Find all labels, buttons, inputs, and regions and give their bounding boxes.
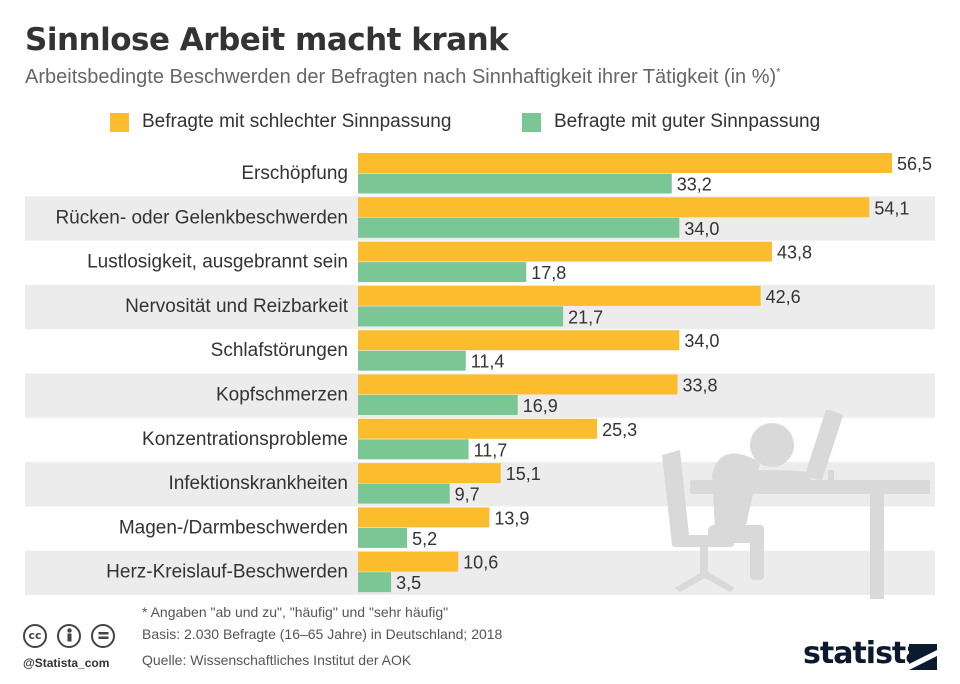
category-label: Magen-/Darmbeschwerden <box>119 517 348 538</box>
bar-chart: Erschöpfung 56,5 33,2 Rücken- oder Gelenkbe… <box>25 153 935 599</box>
category-label: Herz-Kreislauf-Beschwerden <box>106 562 348 583</box>
footnote: * Angaben "ab und zu", "häufig" und "seh… <box>142 604 449 620</box>
row-background <box>25 550 935 595</box>
category-label: Erschöpfung <box>241 163 348 184</box>
value-label: 11,4 <box>471 352 505 372</box>
value-label: 10,6 <box>463 553 498 573</box>
value-label: 21,7 <box>568 307 603 327</box>
monitor-stand <box>828 470 834 482</box>
chart-title: Sinnlose Arbeit macht krank <box>25 22 509 58</box>
value-label: 56,5 <box>897 154 932 174</box>
bar-good <box>358 483 450 504</box>
value-label: 15,1 <box>506 464 541 484</box>
legend: Befragte mit schlechter Sinnpassung Befr… <box>0 110 960 136</box>
bar-bad <box>358 463 501 484</box>
bar-bad <box>358 153 892 173</box>
bar-good <box>358 572 392 593</box>
category-label: Lustlosigkeit, ausgebrannt sein <box>87 252 348 273</box>
bar-good <box>358 262 527 283</box>
value-label: 33,8 <box>682 376 717 396</box>
legend-swatch-bad <box>110 113 129 132</box>
head <box>750 423 794 467</box>
value-label: 13,9 <box>494 508 529 528</box>
value-label: 3,5 <box>396 573 421 593</box>
bar-bad <box>358 551 459 572</box>
bar-good <box>358 350 466 371</box>
by-icon <box>57 624 81 648</box>
statista-handle[interactable]: @Statista_com <box>23 656 110 670</box>
value-label: 25,3 <box>602 420 637 440</box>
desk-leg <box>870 494 884 599</box>
value-label: 17,8 <box>531 263 566 283</box>
statista-wordmark: statista <box>803 636 926 671</box>
basis-note: Basis: 2.030 Befragte (16–65 Jahre) in D… <box>142 626 503 642</box>
subtitle-footnote-mark: * <box>776 66 781 79</box>
value-label: 43,8 <box>777 243 812 263</box>
monitor <box>805 409 843 481</box>
shin <box>750 525 764 580</box>
bar-bad <box>358 241 772 262</box>
category-label: Schlafstörungen <box>211 340 348 361</box>
value-label: 42,6 <box>766 287 801 307</box>
bar-good <box>358 439 469 460</box>
bar-good <box>358 395 518 415</box>
chair-base <box>675 570 735 592</box>
chart-subtitle: Arbeitsbedingte Beschwerden der Befragte… <box>25 66 780 89</box>
chair-post <box>700 547 708 575</box>
bar-good <box>358 306 564 327</box>
bar-good <box>358 527 408 548</box>
value-label: 54,1 <box>874 198 909 218</box>
source-note: Quelle: Wissenschaftliches Institut der … <box>142 652 412 668</box>
value-label: 9,7 <box>455 485 480 505</box>
bar-bad <box>358 197 870 218</box>
value-label: 34,0 <box>684 219 719 239</box>
category-label: Infektionskrankheiten <box>168 473 348 494</box>
bar-bad <box>358 285 761 306</box>
category-label: Rücken- oder Gelenkbeschwerden <box>55 207 348 228</box>
statista-logo-icon <box>909 644 937 670</box>
bar-bad <box>358 330 680 351</box>
category-label: Kopfschmerzen <box>216 385 348 406</box>
category-label: Konzentrationsprobleme <box>142 429 348 450</box>
bar-bad <box>358 374 678 395</box>
category-label: Nervosität und Reizbarkeit <box>125 296 349 317</box>
cc-icon: cc <box>23 624 47 648</box>
nd-icon <box>91 624 115 648</box>
legend-swatch-good <box>522 113 541 132</box>
value-label: 33,2 <box>677 175 712 195</box>
office-worker-illustration <box>662 409 930 599</box>
bar-good <box>358 173 672 194</box>
value-label: 16,9 <box>523 396 558 416</box>
value-label: 5,2 <box>412 529 437 549</box>
value-label: 34,0 <box>684 331 719 351</box>
bar-bad <box>358 418 598 439</box>
bar-bad <box>358 507 490 528</box>
torso <box>712 453 760 530</box>
legend-label-bad: Befragte mit schlechter Sinnpassung <box>142 111 452 132</box>
legend-label-good: Befragte mit guter Sinnpassung <box>554 111 821 132</box>
chair-back <box>662 450 690 545</box>
chair-seat <box>672 535 734 547</box>
value-label: 11,7 <box>474 440 508 460</box>
bar-good <box>358 217 680 238</box>
license-icons[interactable]: cc <box>23 624 123 652</box>
subtitle-text: Arbeitsbedingte Beschwerden der Befragte… <box>25 66 777 88</box>
statista-logo[interactable]: statista <box>803 636 937 671</box>
